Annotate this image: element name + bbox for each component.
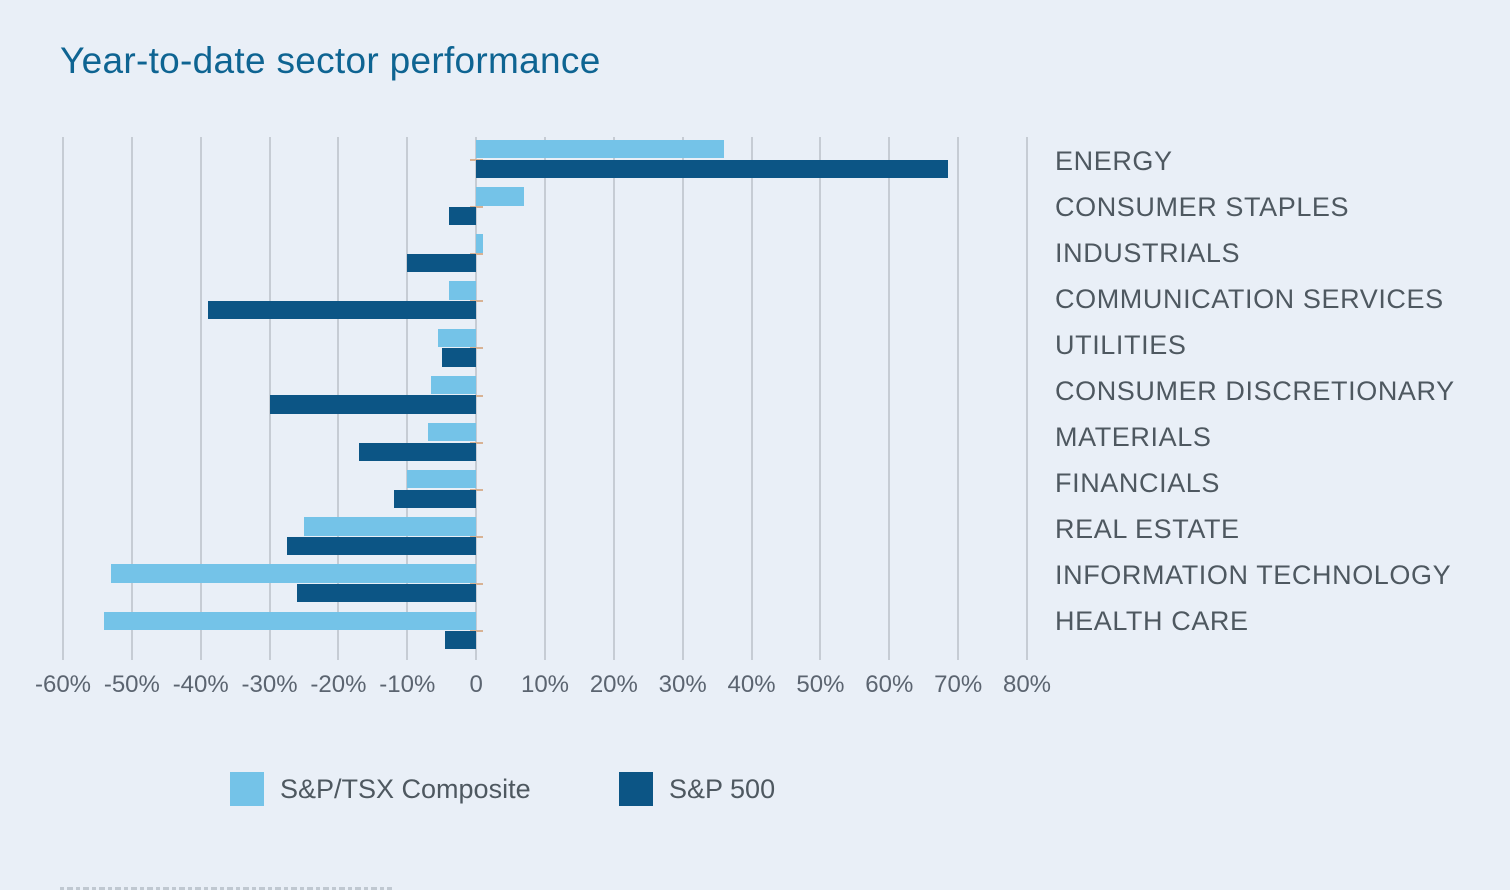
category-label-consumer-staples: CONSUMER STAPLES [1055, 192, 1350, 222]
gridline [819, 137, 822, 660]
category-tick [469, 583, 483, 586]
category-label-financials: FINANCIALS [1055, 468, 1221, 498]
gridline [888, 137, 891, 660]
bar-s-p-500-materials [359, 442, 477, 461]
bar-s-p-tsx-composite-materials [427, 422, 477, 442]
bar-s-p-tsx-composite-communication-services [448, 281, 477, 300]
x-axis-label: 20% [589, 671, 638, 698]
category-tick [469, 394, 483, 397]
bar-s-p-tsx-composite-consumer-discretionary [431, 375, 477, 395]
bar-s-p-tsx-composite-health-care [104, 611, 477, 630]
bar-s-p-tsx-composite-information-technology [111, 564, 477, 583]
category-label-information-technology: INFORMATION TECHNOLOGY [1055, 560, 1452, 590]
legend-label-tsx-composite: S&P/TSX Composite [280, 773, 531, 804]
category-label-real-estate: REAL ESTATE [1055, 514, 1240, 544]
x-axis-label: -50% [103, 671, 160, 698]
legend-item-tsx: S&P/TSX Composite [230, 772, 531, 806]
bar-s-p-500-consumer-staples [448, 206, 477, 226]
gridline [130, 137, 133, 660]
category-label-consumer-discretionary: CONSUMER DISCRETIONARY [1055, 376, 1455, 406]
bar-s-p-tsx-composite-utilities [438, 328, 477, 347]
gridline [681, 137, 684, 660]
x-axis-label: 0 [469, 671, 483, 698]
gridline [1026, 137, 1028, 660]
bar-s-p-tsx-composite-financials [407, 470, 477, 489]
gridline [475, 137, 478, 660]
gridline [750, 137, 753, 660]
category-tick [469, 488, 483, 491]
category-tick [469, 300, 483, 303]
category-tick [469, 253, 483, 256]
x-axis-label: -40% [172, 671, 229, 698]
plot-area [62, 137, 1028, 660]
gridline [612, 137, 615, 660]
category-label-materials: MATERIALS [1055, 422, 1212, 452]
x-axis-label: -30% [241, 671, 298, 698]
category-tick [469, 347, 483, 350]
x-axis-label: -60% [34, 671, 92, 698]
category-tick [469, 441, 483, 444]
category-tick [469, 205, 483, 208]
legend-label-sp500: S&P 500 [669, 773, 776, 804]
bar-s-p-500-financials [393, 489, 477, 509]
bar-s-p-500-utilities [441, 348, 477, 367]
clipped-footnote-text [60, 887, 392, 890]
category-tick [469, 630, 483, 633]
category-label-communication-services: COMMUNICATION SERVICES [1055, 284, 1444, 314]
category-label-health-care: HEALTH CARE [1055, 606, 1249, 636]
bar-s-p-500-real-estate [286, 536, 477, 556]
x-axis-label: 40% [727, 671, 776, 698]
legend-swatch-tsx-composite [230, 772, 264, 806]
bar-s-p-500-energy [476, 159, 948, 178]
x-axis-label: 70% [934, 671, 983, 698]
x-axis-label: 30% [658, 671, 707, 698]
category-tick [469, 536, 483, 538]
bar-s-p-tsx-composite-industrials [476, 234, 484, 253]
gridline [957, 137, 960, 660]
x-axis-label: 10% [520, 671, 570, 698]
x-axis-label: 60% [865, 671, 914, 698]
x-axis-label: 50% [796, 671, 845, 698]
category-label-utilities: UTILITIES [1055, 330, 1187, 360]
bar-s-p-500-consumer-discretionary [269, 395, 477, 414]
bar-s-p-tsx-composite-energy [476, 140, 725, 159]
bar-s-p-tsx-composite-consumer-staples [476, 187, 525, 206]
legend: S&P/TSX Composite S&P 500 [0, 772, 1510, 806]
bar-s-p-500-industrials [407, 253, 477, 273]
legend-swatch-sp500 [619, 772, 653, 806]
x-axis-label: -10% [379, 671, 436, 698]
gridline [544, 137, 546, 660]
legend-item-sp500: S&P 500 [619, 772, 775, 806]
category-label-industrials: INDUSTRIALS [1055, 238, 1241, 268]
x-axis-label: -20% [310, 671, 367, 698]
x-axis-label: 80% [1002, 671, 1052, 698]
gridline [62, 137, 64, 660]
bar-s-p-500-information-technology [297, 583, 477, 603]
bar-s-p-500-communication-services [207, 301, 477, 320]
gridline [199, 137, 202, 660]
bar-s-p-500-health-care [445, 631, 477, 650]
bar-s-p-tsx-composite-real-estate [304, 517, 477, 536]
category-label-energy: ENERGY [1055, 146, 1173, 176]
chart-title: Year-to-date sector performance [60, 40, 601, 81]
